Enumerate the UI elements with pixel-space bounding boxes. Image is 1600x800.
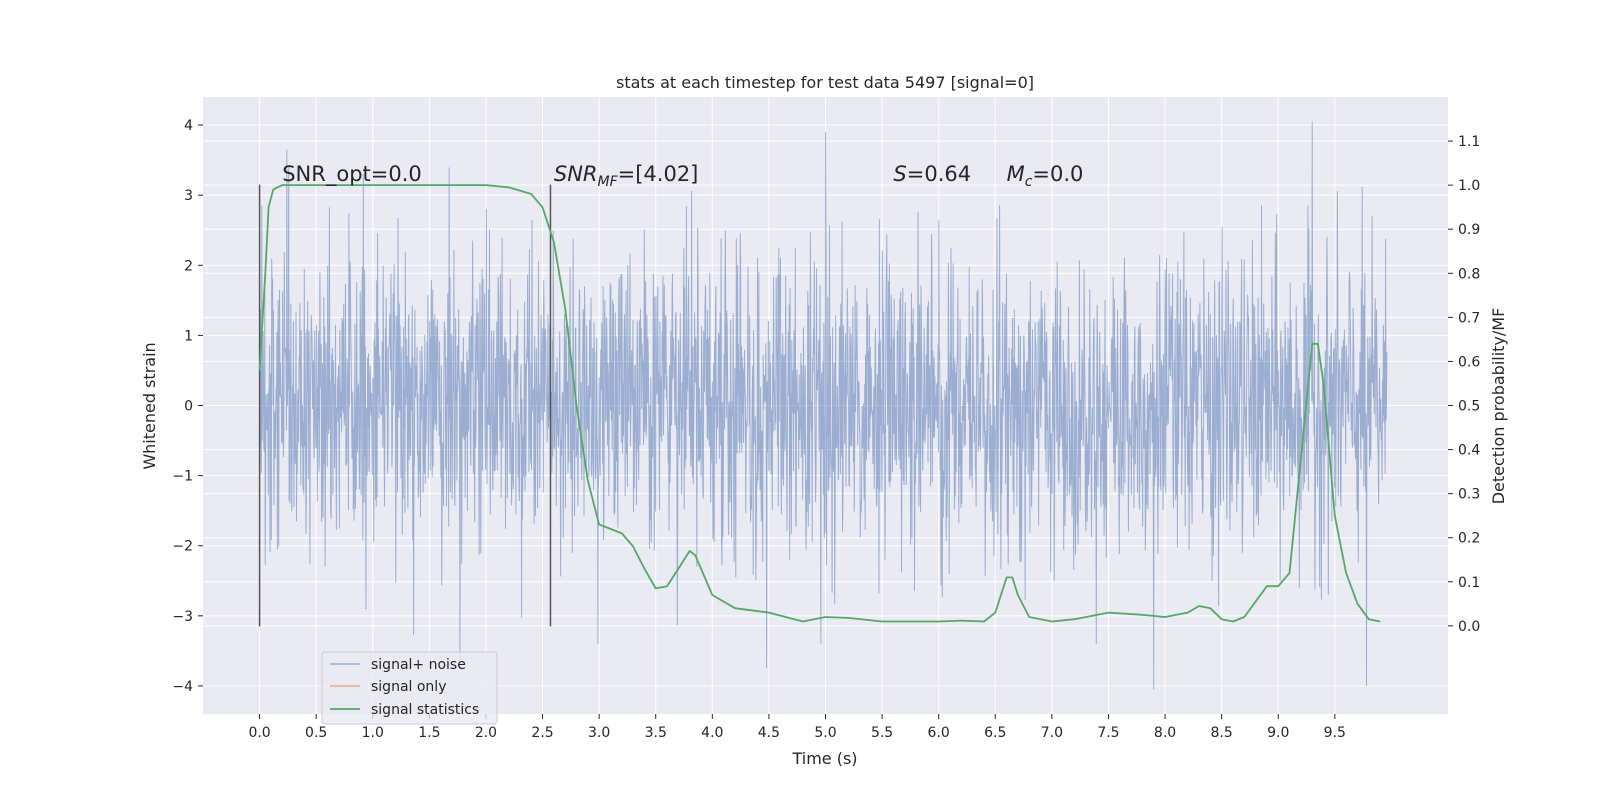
- x-tick-label: 5.0: [814, 725, 836, 741]
- legend-label-noise: signal+ noise: [371, 657, 466, 673]
- x-tick-label: 6.5: [984, 725, 1006, 741]
- x-tick-label: 8.0: [1154, 725, 1176, 741]
- x-tick-label: 1.5: [418, 725, 440, 741]
- annotation-snr-mf-main: SNR: [554, 162, 598, 186]
- signal-statistics-series: [258, 184, 1381, 623]
- right-y-tick-label: 1.1: [1458, 134, 1480, 150]
- y-tick-label: 0: [184, 399, 193, 415]
- y-tick-label: 3: [184, 188, 193, 204]
- x-tick-label: 2.0: [475, 725, 497, 741]
- x-tick-label: 3.0: [588, 725, 610, 741]
- y-tick-label: 2: [184, 258, 193, 274]
- right-y-tick-label: 0.2: [1458, 531, 1480, 547]
- annotation-snr-mf: SNRMF=[4.02]: [554, 162, 699, 190]
- y-tick-label: 4: [184, 118, 193, 134]
- chart-title: stats at each timestep for test data 549…: [616, 73, 1034, 92]
- y-tick-label: −1: [172, 469, 193, 485]
- y-tick-label: −4: [172, 679, 193, 695]
- annotation-s-rest: =0.64: [907, 162, 971, 186]
- y-tick-label: −2: [172, 539, 193, 555]
- x-tick-label: 0.5: [305, 725, 327, 741]
- signal-noise-line: [259, 121, 1388, 690]
- right-y-tick-label: 0.8: [1458, 266, 1480, 282]
- right-y-tick-label: 0.3: [1458, 487, 1480, 503]
- x-tick-label: 4.0: [701, 725, 723, 741]
- x-tick-label: 5.5: [871, 725, 893, 741]
- annotation-mc-rest: =0.0: [1032, 162, 1083, 186]
- right-y-tick-label: 0.9: [1458, 222, 1480, 238]
- x-tick-label: 8.5: [1211, 725, 1233, 741]
- annotation-snr-mf-sub: MF: [598, 174, 619, 190]
- y-axis-ticks: −4 −3 −2 −1 0 1 2 3 4: [172, 118, 203, 695]
- x-tick-label: 1.0: [362, 725, 384, 741]
- right-y-tick-label: 0.5: [1458, 399, 1480, 415]
- y-tick-label: −3: [172, 609, 193, 625]
- right-y-tick-label: 0.7: [1458, 310, 1480, 326]
- x-tick-label: 7.5: [1097, 725, 1119, 741]
- right-y-tick-label: 0.1: [1458, 575, 1480, 591]
- annotation-s-main: S: [893, 162, 906, 186]
- legend-label-signal: signal only: [371, 679, 446, 695]
- annotation-snr-opt: SNR_opt=0.0: [282, 162, 422, 187]
- x-tick-label: 0.0: [248, 725, 270, 741]
- right-y-tick-label: 0.0: [1458, 619, 1480, 635]
- annotation-mc-sub: c: [1025, 174, 1033, 190]
- legend: signal+ noise signal only signal statist…: [321, 651, 498, 725]
- right-y-tick-label: 0.4: [1458, 443, 1480, 459]
- time-markers: [258, 184, 552, 627]
- x-tick-label: 9.0: [1267, 725, 1289, 741]
- x-axis-label: Time (s): [791, 749, 857, 768]
- x-tick-label: 7.0: [1041, 725, 1063, 741]
- right-y-tick-label: 0.6: [1458, 354, 1480, 370]
- right-y-axis-ticks: 0.0 0.1 0.2 0.3 0.4 0.5 0.6 0.7 0.8 0.9 1.0 1.1: [1448, 134, 1480, 635]
- x-tick-label: 4.5: [758, 725, 780, 741]
- x-tick-label: 6.0: [928, 725, 950, 741]
- y-axis-label: Whitened strain: [140, 342, 159, 469]
- x-tick-label: 2.5: [531, 725, 553, 741]
- x-tick-label: 9.5: [1324, 725, 1346, 741]
- legend-label-stats: signal statistics: [371, 702, 479, 718]
- annotation-mc-value: Mc=0.0: [1007, 162, 1084, 190]
- signal-noise-series: [259, 121, 1388, 690]
- legend-box: [321, 651, 498, 725]
- y-tick-label: 1: [184, 328, 193, 344]
- x-axis-ticks: 0.0 0.5 1.0 1.5 2.0 2.5 3.0 3.5 4.0 4.5 5.0 5.5 6.0 6…: [248, 714, 1346, 741]
- annotation-snr-mf-rest: =[4.02]: [618, 162, 699, 186]
- right-y-tick-label: 1.0: [1458, 178, 1480, 194]
- right-y-axis-label: Detection probability/MF: [1489, 308, 1508, 505]
- annotation-s-value: S=0.64: [893, 162, 971, 186]
- annotation-mc-main: M: [1007, 162, 1025, 186]
- signal-statistics-line: [258, 184, 1381, 623]
- x-tick-label: 3.5: [645, 725, 667, 741]
